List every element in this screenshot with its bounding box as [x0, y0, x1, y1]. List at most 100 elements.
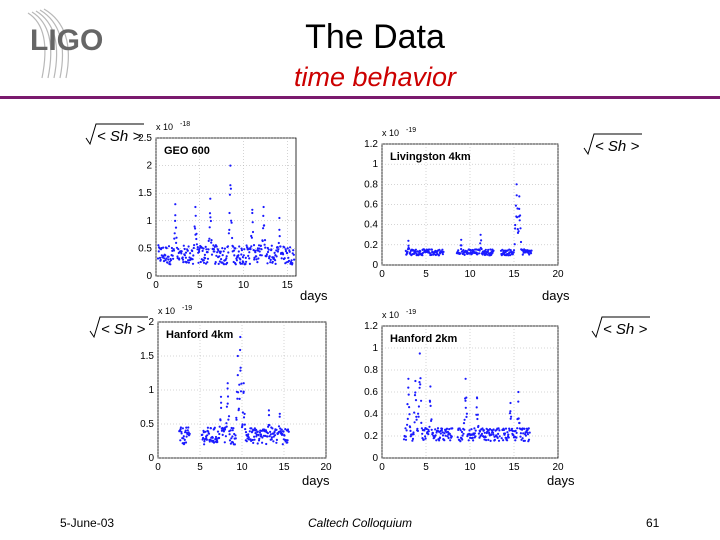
- data-point: [194, 214, 197, 217]
- data-point: [171, 249, 174, 252]
- data-point: [407, 239, 410, 242]
- data-point: [206, 261, 209, 264]
- data-point: [404, 249, 407, 252]
- data-point: [493, 438, 496, 441]
- data-point: [448, 428, 451, 431]
- data-point: [443, 432, 446, 435]
- formula-label-hanford-2km: < Sh >: [591, 316, 650, 339]
- sqrt-sign: [591, 316, 650, 339]
- data-point: [189, 252, 192, 255]
- y-tick-label: 1.2: [364, 321, 378, 332]
- data-point: [447, 436, 450, 440]
- data-point: [204, 430, 207, 433]
- data-point: [243, 423, 246, 426]
- data-point: [527, 438, 531, 441]
- data-point: [250, 236, 253, 239]
- data-point: [530, 249, 533, 252]
- data-point: [412, 433, 415, 436]
- data-point: [276, 250, 279, 253]
- data-point: [402, 438, 406, 441]
- data-point: [208, 212, 212, 215]
- data-point: [205, 437, 208, 440]
- sqrt-sign: [583, 133, 642, 156]
- data-point: [263, 239, 267, 242]
- page-number: 61: [646, 516, 660, 530]
- data-point: [422, 438, 425, 441]
- data-point: [514, 223, 517, 227]
- data-point: [206, 257, 210, 260]
- data-point: [434, 253, 437, 257]
- data-point: [283, 257, 286, 260]
- data-point: [462, 422, 466, 425]
- data-point: [407, 393, 410, 396]
- data-point: [172, 257, 175, 260]
- data-point: [420, 427, 423, 430]
- data-point: [519, 227, 522, 230]
- x-tick-label: 5: [197, 462, 203, 473]
- data-point: [234, 263, 237, 266]
- y-tick-label: 0: [148, 453, 154, 464]
- data-point: [282, 430, 285, 433]
- data-point: [221, 254, 224, 257]
- y-tick-label: 0.2: [364, 240, 378, 251]
- data-point: [180, 432, 183, 435]
- data-point: [491, 251, 494, 254]
- y-tick-label: 1.2: [364, 139, 378, 150]
- data-point: [240, 382, 243, 385]
- data-point: [219, 395, 223, 398]
- sqrt-sign: [85, 123, 144, 146]
- data-point: [169, 259, 173, 262]
- data-point: [180, 252, 183, 255]
- data-point: [237, 250, 240, 253]
- data-point: [478, 430, 482, 433]
- data-point: [465, 396, 468, 399]
- data-point: [278, 415, 281, 418]
- data-point: [405, 429, 408, 432]
- data-point: [506, 431, 509, 434]
- data-point: [450, 435, 453, 438]
- data-point: [245, 244, 248, 247]
- data-point: [191, 262, 195, 265]
- data-point: [207, 430, 210, 433]
- data-point: [194, 227, 197, 230]
- data-point: [185, 261, 188, 264]
- data-point: [261, 441, 264, 444]
- data-point: [257, 257, 260, 260]
- data-point: [427, 430, 430, 433]
- data-point: [244, 256, 247, 259]
- data-point: [449, 439, 452, 442]
- data-point: [245, 440, 248, 443]
- data-point: [239, 369, 242, 372]
- data-point: [248, 257, 251, 260]
- y-tick-label: 1: [372, 159, 378, 170]
- data-point: [441, 253, 444, 256]
- data-point: [406, 417, 409, 420]
- data-point: [420, 399, 423, 402]
- data-point: [241, 256, 244, 259]
- chart-title: Hanford 4km: [166, 329, 233, 341]
- data-point: [467, 252, 470, 255]
- data-point: [270, 436, 273, 439]
- data-point: [460, 238, 463, 241]
- ligo-logo: [27, 8, 69, 79]
- data-point: [186, 249, 189, 252]
- data-point: [515, 431, 518, 434]
- data-point: [411, 439, 414, 442]
- data-point: [286, 439, 289, 442]
- data-point: [465, 412, 468, 415]
- data-point: [262, 214, 265, 217]
- data-point: [215, 439, 219, 442]
- formula-label-hanford-4km: < Sh >: [89, 316, 148, 339]
- axis-exponent: x 10: [156, 122, 173, 132]
- data-point: [267, 414, 271, 417]
- data-point: [205, 248, 208, 251]
- x-tick-label: 20: [552, 269, 564, 280]
- data-point: [469, 436, 472, 439]
- data-point: [231, 441, 235, 444]
- data-point: [446, 435, 449, 438]
- data-point: [477, 424, 480, 428]
- data-point: [214, 261, 217, 264]
- data-point: [220, 406, 223, 409]
- data-point: [263, 224, 266, 227]
- data-point: [234, 434, 237, 437]
